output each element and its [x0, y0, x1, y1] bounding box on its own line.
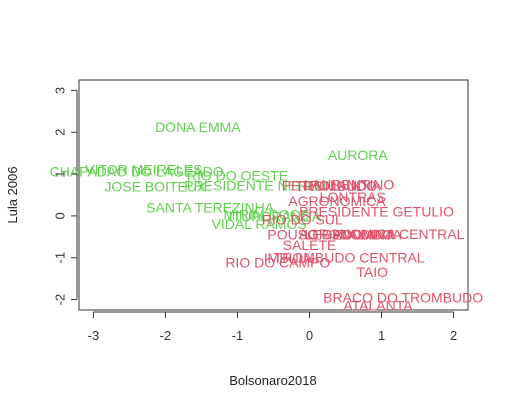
- point-label: TROMBUDO: [295, 178, 377, 194]
- x-tick-label: -1: [232, 328, 244, 343]
- point-label: TROMBUDO CENTRAL: [274, 249, 425, 265]
- y-axis: -2 -1 0 1 2 3: [52, 87, 78, 306]
- y-tick-label: -2: [52, 294, 67, 306]
- point-label: ATALANTA: [333, 227, 403, 243]
- y-tick-label: 3: [52, 87, 67, 94]
- point-label: AURORA: [328, 147, 389, 163]
- point-label: LEOPOLDINA: [304, 226, 394, 242]
- y-tick-label: -1: [52, 252, 67, 264]
- point-label: TAIO: [356, 264, 388, 280]
- point-label: AGRONOMICA: [288, 193, 386, 209]
- point-label: LONTRAS: [320, 189, 386, 205]
- point-label: JOSE BOITEUX: [104, 179, 207, 195]
- point-label: ATALANTA: [343, 297, 413, 313]
- x-axis: -3 -2 -1 0 1 2: [88, 311, 457, 343]
- point-label: AGRONOMICA CENTRAL: [299, 226, 465, 242]
- y-tick-label: 0: [52, 212, 67, 219]
- x-tick-label: -2: [160, 328, 172, 343]
- point-label: POUSO REDONDO: [267, 227, 393, 243]
- y-tick-label: 2: [52, 129, 67, 136]
- point-label: ITUPORANGA: [229, 209, 322, 225]
- y-tick-label: 1: [52, 170, 67, 177]
- point-label: IMBUIA: [264, 250, 313, 266]
- x-tick-label: -3: [88, 328, 100, 343]
- point-label: PRESIDENTE NEREU: [184, 177, 326, 193]
- x-tick-label: 2: [450, 328, 457, 343]
- point-label: VITOR MEIRELES: [85, 161, 202, 177]
- point-label: LAURENTINO: [304, 177, 394, 193]
- point-label: RIO DO SUL: [262, 212, 343, 228]
- point-label: RIO DO OESTE: [187, 168, 288, 184]
- plot-frame: [78, 79, 469, 311]
- point-label: PETROLANDIA: [282, 177, 381, 193]
- point-label: CHAPADAO DO LAGEADO: [50, 164, 224, 180]
- point-labels: DONA EMMA AURORA CHAPADAO DO LAGEADOVITOR …: [50, 119, 484, 314]
- x-tick-label: 0: [306, 328, 313, 343]
- x-axis-title: Bolsonaro2018: [229, 373, 316, 388]
- point-label: SANTA TEREZINHA: [146, 200, 275, 216]
- point-label: DONA EMMA: [155, 119, 241, 135]
- point-label: SALETE: [283, 237, 337, 253]
- point-label: RIO DO CAMPO: [225, 254, 330, 270]
- point-label: PRESIDENTE GETULIO: [299, 204, 454, 220]
- point-label: BRACO DO TROMBUDO: [323, 289, 483, 305]
- point-label: MIRIM DOCE: [224, 207, 310, 223]
- y-axis-title: Lula 2006: [5, 166, 20, 223]
- x-tick-label: 1: [378, 328, 385, 343]
- point-label: VIDAL RAMOS: [212, 216, 307, 232]
